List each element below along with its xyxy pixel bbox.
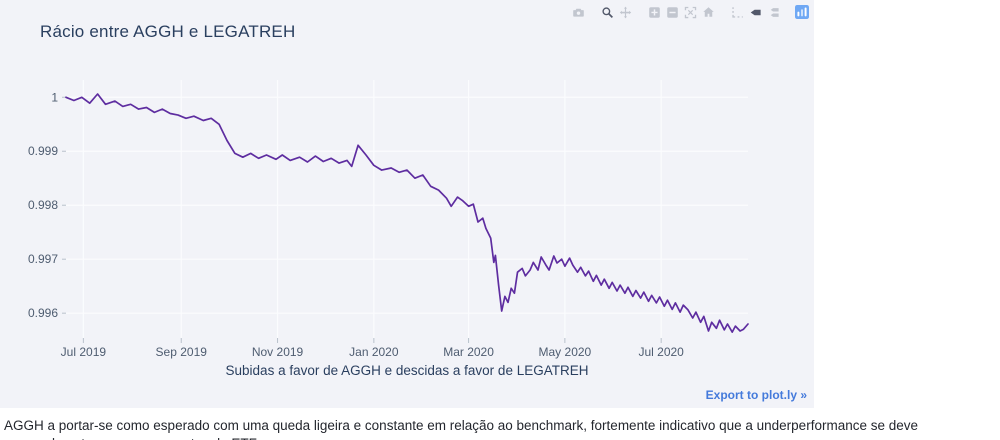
- modebar-autoscale-button[interactable]: [681, 4, 699, 20]
- y-tick-label: 0.996: [28, 306, 58, 320]
- hover-closest-icon: [750, 9, 761, 15]
- y-tick-label: 0.997: [28, 252, 58, 266]
- pan-icon: [619, 6, 631, 18]
- reset-axes-icon: [702, 6, 714, 17]
- x-axis-title: Subidas a favor de AGGH e descidas a fav…: [226, 363, 589, 378]
- gridlines: [66, 80, 748, 338]
- modebar-hover-compare-button[interactable]: [764, 4, 782, 20]
- zoom-out-icon: [666, 6, 678, 18]
- y-tick-label: 0.998: [28, 198, 58, 212]
- toggle-spikelines-icon: [731, 6, 743, 18]
- x-tick-label: Sep 2019: [156, 345, 208, 359]
- zoom-icon: [601, 6, 613, 18]
- modebar-group: [728, 4, 782, 20]
- chart-title: Rácio entre AGGH e LEGATREH: [40, 22, 296, 41]
- plotly-logo-icon: [795, 5, 809, 19]
- modebar-group: [569, 4, 587, 20]
- plotly-modebar: [558, 4, 811, 20]
- modebar-plotly-logo-button[interactable]: [793, 4, 811, 20]
- download-plot-icon: [572, 8, 584, 17]
- modebar-zoom-in-button[interactable]: [645, 4, 663, 20]
- plotly-chart-card: 1 0.999 0.998 0.997 0.996 Jul 2019 Sep 2019 Nov…: [0, 0, 814, 408]
- modebar-group: [645, 4, 717, 20]
- modebar-zoom-button[interactable]: [598, 4, 616, 20]
- zoom-in-icon: [648, 6, 660, 18]
- axis-tick-labels: 1 0.999 0.998 0.997 0.996 Jul 2019 Sep 2019 Nov…: [28, 90, 684, 359]
- export-to-plotly-link[interactable]: Export to plot.ly »: [705, 388, 807, 402]
- modebar-group: [598, 4, 634, 20]
- x-tick-label: Mar 2020: [443, 345, 494, 359]
- ratio-line-series[interactable]: [65, 93, 749, 333]
- x-tick-label: Jul 2020: [638, 345, 684, 359]
- modebar-group: [793, 4, 811, 20]
- x-tick-label: Jul 2019: [61, 345, 107, 359]
- x-tick-label: Nov 2019: [252, 345, 304, 359]
- caption-text: AGGH a portar-se como esperado com uma q…: [4, 418, 918, 440]
- plot-canvas[interactable]: 1 0.999 0.998 0.997 0.996 Jul 2019 Sep 2019 Nov…: [0, 0, 814, 408]
- x-tick-label: May 2020: [539, 345, 592, 359]
- x-tick-label: Jan 2020: [349, 345, 399, 359]
- modebar-download-plot-button[interactable]: [569, 4, 587, 20]
- plot-area[interactable]: [66, 80, 748, 338]
- y-tick-label: 0.999: [28, 144, 58, 158]
- modebar-reset-axes-button[interactable]: [699, 4, 717, 20]
- modebar-zoom-out-button[interactable]: [663, 4, 681, 20]
- modebar-hover-closest-button[interactable]: [746, 4, 764, 20]
- y-tick-label: 1: [51, 90, 58, 104]
- autoscale-icon: [684, 6, 696, 18]
- modebar-toggle-spikelines-button[interactable]: [728, 4, 746, 20]
- hover-compare-icon: [770, 7, 779, 17]
- modebar-pan-button[interactable]: [616, 4, 634, 20]
